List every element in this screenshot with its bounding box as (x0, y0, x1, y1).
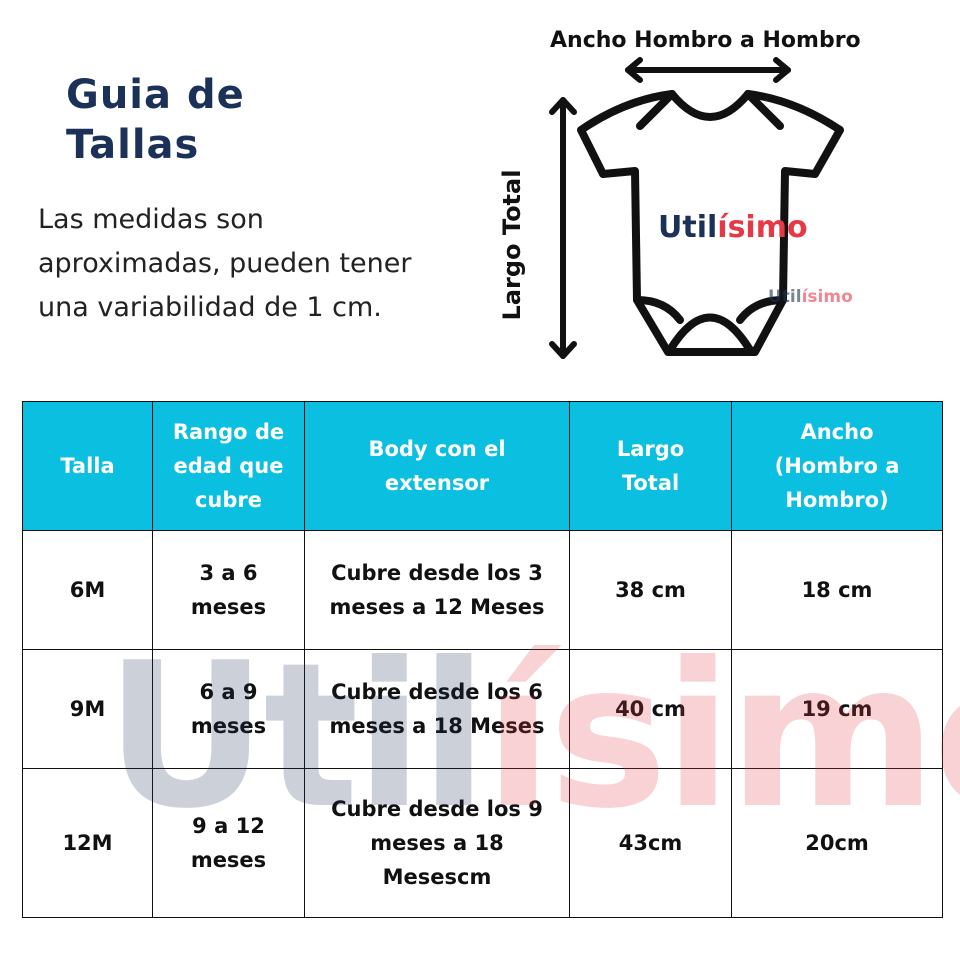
bodysuit-icon (577, 90, 844, 356)
cell-rango: 6 a 9 meses (152, 649, 305, 769)
cell-largo: 40 cm (569, 649, 732, 769)
width-label: Ancho Hombro a Hombro (550, 28, 861, 53)
table-row: 6M 3 a 6 meses Cubre desde los 3 meses a… (22, 530, 943, 650)
cell-largo: 38 cm (569, 530, 732, 650)
cell-body: Cubre desde los 9 meses a 18 Mesescm (304, 768, 570, 918)
header-talla: Talla (22, 401, 153, 531)
cell-body: Cubre desde los 6 meses a 18 Meses (304, 649, 570, 769)
description: Las medidas son aproximadas, pueden tene… (38, 204, 412, 323)
size-table: Talla Rango de edad que cubre Body con e… (22, 401, 943, 918)
header-body: Body con el extensor (304, 401, 570, 531)
cell-talla: 6M (22, 530, 153, 650)
table-header: Talla Rango de edad que cubre Body con e… (22, 401, 943, 531)
header-rango: Rango de edad que cubre (152, 401, 305, 531)
cell-body: Cubre desde los 3 meses a 12 Meses (304, 530, 570, 650)
cell-ancho: 20cm (731, 768, 943, 918)
table-row: 9M 6 a 9 meses Cubre desde los 6 meses a… (22, 649, 943, 769)
logo: Utilísimo (658, 210, 808, 245)
cell-talla: 12M (22, 768, 153, 918)
cell-ancho: 19 cm (731, 649, 943, 769)
bodysuit-diagram (549, 57, 844, 359)
cell-talla: 9M (22, 649, 153, 769)
cell-largo: 43cm (569, 768, 732, 918)
cell-rango: 3 a 6 meses (152, 530, 305, 650)
page-title: Guia de Tallas (66, 72, 245, 168)
vertical-arrow-icon (549, 97, 577, 359)
table-row: 12M 9 a 12 meses Cubre desde los 9 meses… (22, 768, 943, 918)
header-ancho: Ancho (Hombro a Hombro) (731, 401, 943, 531)
header-largo: Largo Total (569, 401, 732, 531)
horizontal-arrow-icon (625, 57, 791, 83)
cell-rango: 9 a 12 meses (152, 768, 305, 918)
cell-ancho: 18 cm (731, 530, 943, 650)
logo-small: Utilísimo (768, 287, 853, 307)
